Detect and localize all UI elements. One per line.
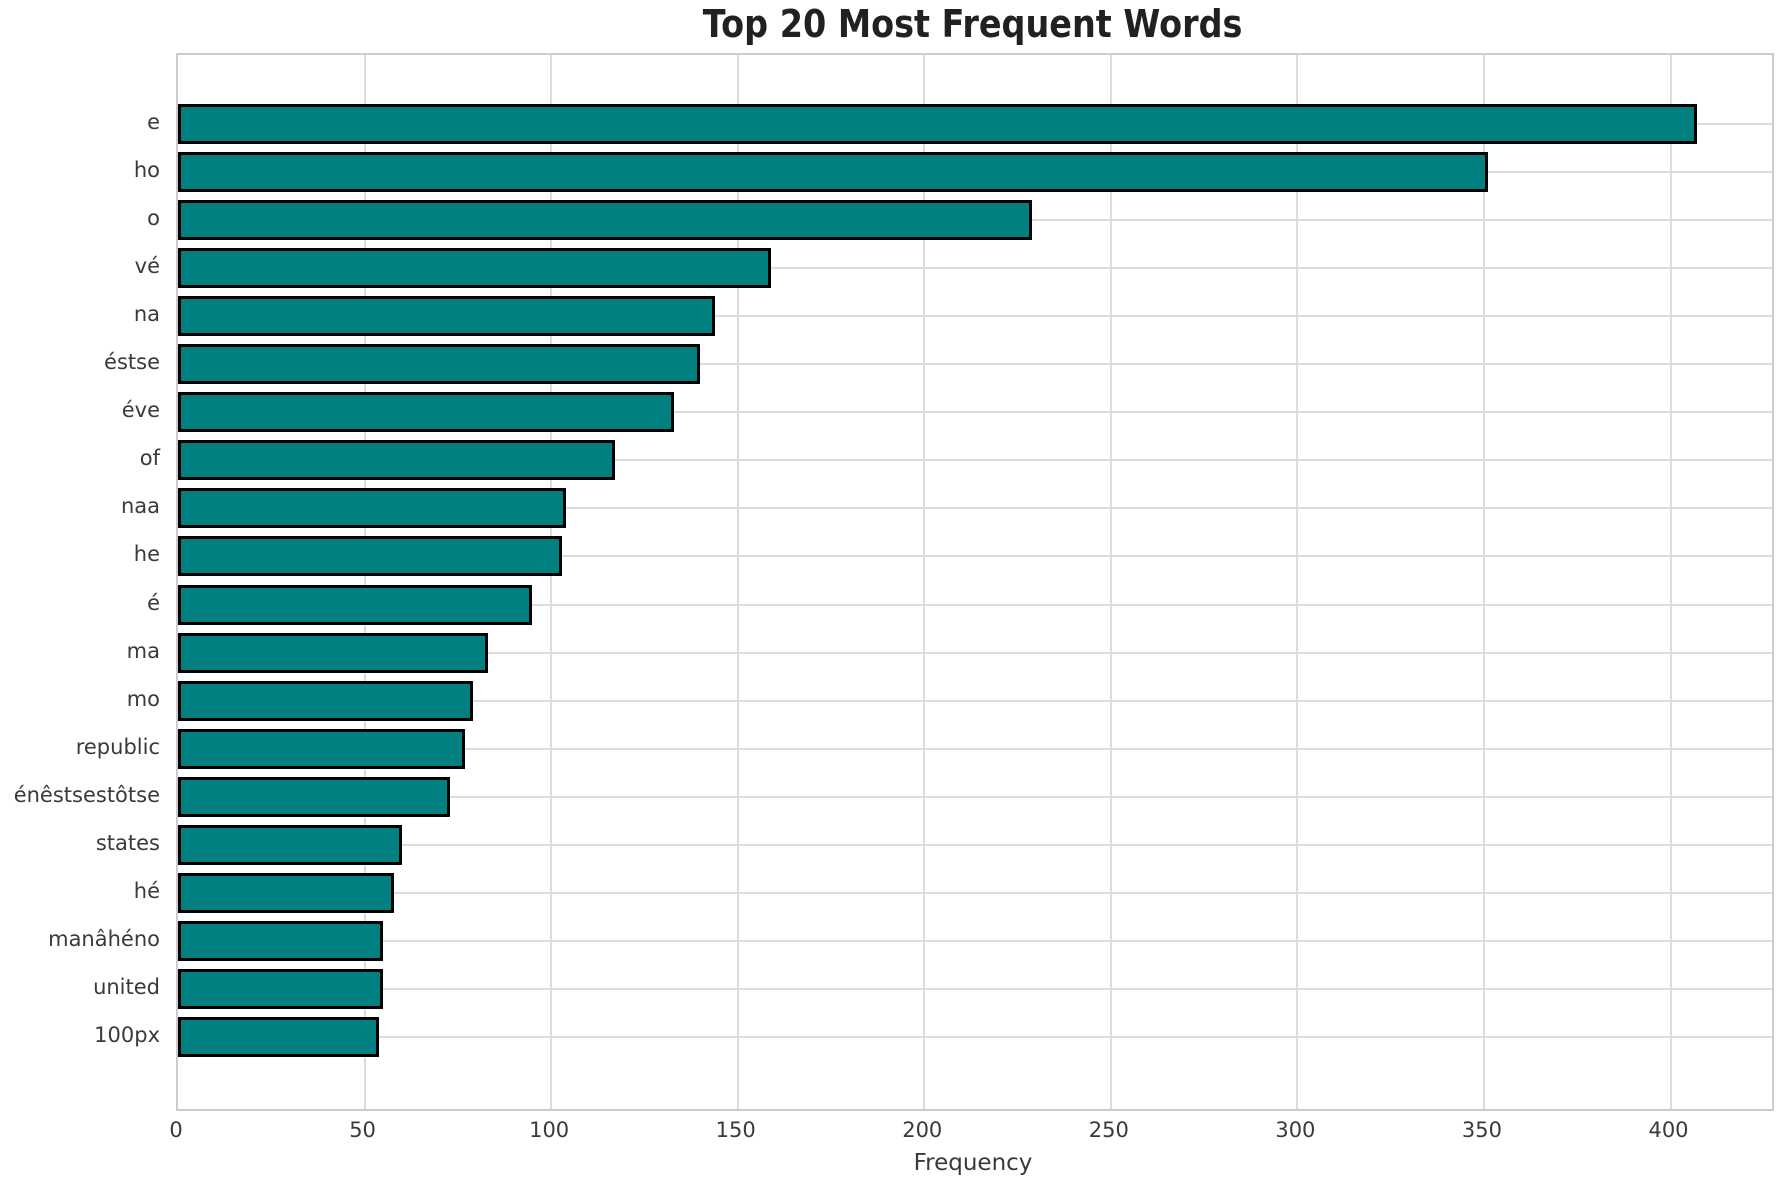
bar-o	[178, 200, 1033, 241]
x-tick-label-300: 300	[1275, 1118, 1316, 1142]
x-tick-label-150: 150	[715, 1118, 756, 1142]
x-gridline-300	[1296, 55, 1299, 1109]
y-tick-label-100px: 100px	[94, 1022, 160, 1047]
y-gridline	[178, 795, 1772, 798]
bar-ho	[178, 152, 1488, 193]
x-gridline-200	[923, 55, 926, 1109]
y-gridline	[178, 747, 1772, 750]
bar-éve	[178, 392, 675, 433]
y-tick-label-o: o	[147, 206, 160, 231]
plot-area	[176, 53, 1774, 1111]
x-gridline-350	[1482, 55, 1485, 1109]
bar-hé	[178, 872, 395, 913]
y-gridline	[178, 507, 1772, 510]
x-tick-label-200: 200	[902, 1118, 943, 1142]
y-tick-label-manâhéno: manâhéno	[48, 926, 160, 951]
bar-united	[178, 968, 384, 1009]
x-gridline-100	[550, 55, 553, 1109]
bar-republic	[178, 728, 466, 769]
y-gridline	[178, 987, 1772, 990]
y-gridline	[178, 1035, 1772, 1038]
x-gridline-250	[1109, 55, 1112, 1109]
bar-é	[178, 584, 533, 625]
y-tick-label-éve: éve	[121, 398, 160, 423]
y-gridline	[178, 699, 1772, 702]
y-tick-label-of: of	[139, 446, 160, 471]
y-gridline	[178, 891, 1772, 894]
y-tick-label-he: he	[133, 542, 160, 567]
y-tick-label-éstse: éstse	[104, 350, 160, 375]
x-tick-label-50: 50	[349, 1118, 376, 1142]
x-tick-label-100: 100	[529, 1118, 570, 1142]
y-gridline	[178, 843, 1772, 846]
y-tick-label-ho: ho	[133, 158, 160, 183]
y-gridline	[178, 363, 1772, 366]
bar-vé	[178, 248, 772, 289]
y-tick-label-hé: hé	[133, 878, 160, 903]
y-tick-label-united: united	[93, 974, 160, 999]
y-gridline	[178, 267, 1772, 270]
y-tick-label-énêstsestôtse: énêstsestôtse	[13, 782, 160, 807]
bar-ma	[178, 632, 488, 673]
x-tick-label-0: 0	[169, 1118, 183, 1142]
y-gridline	[178, 459, 1772, 462]
bar-naa	[178, 488, 567, 529]
x-gridline-400	[1669, 55, 1672, 1109]
bar-100px	[178, 1016, 380, 1057]
y-tick-label-ma: ma	[126, 638, 160, 663]
x-tick-label-350: 350	[1461, 1118, 1502, 1142]
chart-title: Top 20 Most Frequent Words	[176, 2, 1770, 46]
y-tick-label-states: states	[95, 830, 160, 855]
bar-he	[178, 536, 563, 577]
bar-mo	[178, 680, 473, 721]
x-tick-label-250: 250	[1088, 1118, 1129, 1142]
y-tick-label-mo: mo	[126, 686, 160, 711]
x-tick-label-400: 400	[1648, 1118, 1689, 1142]
y-gridline	[178, 651, 1772, 654]
bar-states	[178, 824, 402, 865]
y-gridline	[178, 315, 1772, 318]
bar-éstse	[178, 344, 701, 385]
bar-manâhéno	[178, 920, 384, 961]
x-gridline-150	[736, 55, 739, 1109]
y-gridline	[178, 555, 1772, 558]
y-tick-label-republic: republic	[75, 734, 160, 759]
y-tick-label-na: na	[133, 302, 160, 327]
bar-énêstsestôtse	[178, 776, 451, 817]
y-gridline	[178, 603, 1772, 606]
bar-na	[178, 296, 716, 337]
y-gridline	[178, 411, 1772, 414]
y-tick-label-naa: naa	[120, 494, 160, 519]
x-gridline-50	[363, 55, 366, 1109]
x-axis-label: Frequency	[913, 1150, 1033, 1176]
bar-e	[178, 104, 1697, 144]
y-gridline	[178, 939, 1772, 942]
y-tick-label-vé: vé	[134, 254, 160, 279]
bar-of	[178, 440, 615, 481]
y-tick-label-e: e	[147, 110, 160, 134]
chart-title-text: Top 20 Most Frequent Words	[703, 2, 1243, 46]
y-tick-label-é: é	[147, 590, 160, 615]
